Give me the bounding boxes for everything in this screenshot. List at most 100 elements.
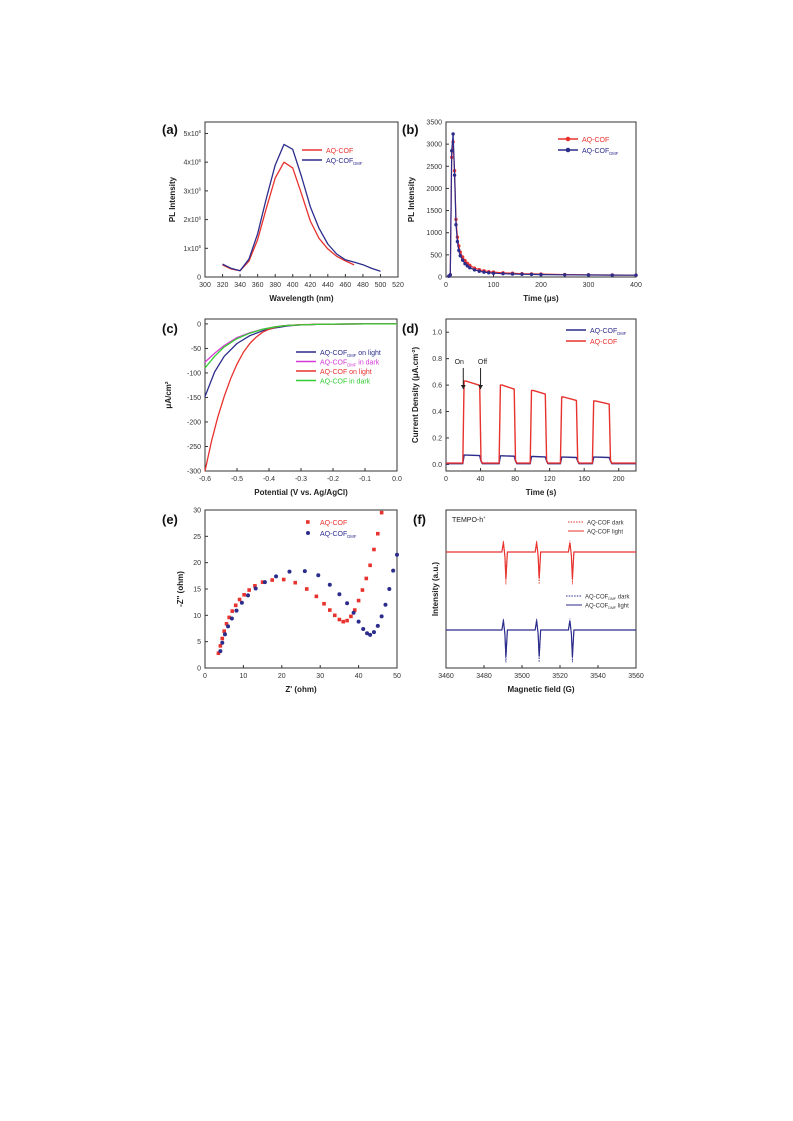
data-point xyxy=(452,173,457,177)
x-tick-label-b: 100 xyxy=(488,282,500,289)
series-line-0 xyxy=(448,141,637,277)
data-point xyxy=(450,149,454,153)
x-tick-label-d: 80 xyxy=(511,476,519,483)
series-line-1 xyxy=(448,133,637,277)
data-point-circle xyxy=(375,623,380,628)
series-line-0 xyxy=(222,161,355,272)
x-tick-label-a: 480 xyxy=(357,282,369,289)
x-tick-label-d: 120 xyxy=(544,476,556,483)
data-point xyxy=(468,266,472,270)
data-point-circle xyxy=(239,600,244,605)
x-tick-label-c: -0.6 xyxy=(199,476,211,483)
legend-marker xyxy=(306,520,310,524)
y-tick-label-c: 0 xyxy=(197,321,201,328)
data-point-square xyxy=(304,587,309,591)
y-tick-label-e: 25 xyxy=(193,534,201,541)
data-point-circle xyxy=(229,616,234,621)
data-point-square xyxy=(224,621,229,626)
data-point xyxy=(520,272,524,276)
legend-label: AQ-COFDMF xyxy=(582,148,619,156)
data-point xyxy=(634,273,638,277)
legend-label: AQ-COF dark xyxy=(587,521,625,527)
data-point-square xyxy=(260,580,265,584)
data-point xyxy=(586,273,591,277)
data-point-square xyxy=(218,644,223,648)
series-line-3 xyxy=(204,323,397,369)
data-point xyxy=(448,273,452,277)
x-tick-label-f: 3500 xyxy=(514,673,530,680)
y-tick-label-e: 0 xyxy=(197,666,201,673)
panel-label-b: (b) xyxy=(402,122,419,137)
panel-c: (c) -0.6 -0.5 -0.4 -0.3 -0.2 -0.1 0.0 -300 -250 -2… xyxy=(162,318,402,497)
y-tick-label-d: 0.0 xyxy=(432,462,442,469)
legend-label: AQ-COFDMF xyxy=(320,531,357,539)
data-point-circle xyxy=(361,627,366,632)
x-tick-label-e: 40 xyxy=(355,673,363,680)
panel-d: (d) 0 40 80 120 160 200 0.0 0.2 0.4 0.6 0.8 1.0 On Off… xyxy=(402,318,637,497)
epr-trace-2 xyxy=(446,618,636,663)
x-axis-label: Magnetic field (G) xyxy=(507,685,574,694)
x-tick-label-a: 440 xyxy=(322,282,334,289)
x-axis-label: Time (s) xyxy=(526,488,557,497)
y-tick-label-c: -100 xyxy=(187,370,201,377)
x-tick-label-f: 3560 xyxy=(628,673,644,680)
x-tick-label-a: 520 xyxy=(392,282,404,289)
x-tick-label-b: 200 xyxy=(535,282,547,289)
y-tick-label-a: 1x106 xyxy=(183,244,201,253)
data-point-circle xyxy=(316,573,321,578)
data-point-square xyxy=(379,510,384,515)
data-point xyxy=(477,269,481,273)
x-axis-label: Z' (ohm) xyxy=(285,685,317,694)
x-tick-label-d: 160 xyxy=(578,476,590,483)
x-tick-label-a: 360 xyxy=(252,282,264,289)
y-tick-label-c: -50 xyxy=(191,346,201,353)
y-tick-label-e: 15 xyxy=(193,587,201,594)
x-axis-label: Time (μs) xyxy=(523,294,559,303)
x-tick-label-f: 3520 xyxy=(552,673,568,680)
panel-label-d: (d) xyxy=(402,321,419,336)
y-tick-label-c: -200 xyxy=(187,419,201,426)
y-tick-label-b: 3000 xyxy=(426,142,442,149)
data-point-square xyxy=(220,636,225,641)
y-axis-label: Intensity (a.u.) xyxy=(431,562,440,617)
data-point-square xyxy=(337,617,342,622)
legend-label: AQ-COFDMF dark xyxy=(585,595,630,602)
data-point-circle xyxy=(345,601,350,606)
data-point-circle xyxy=(234,608,239,613)
y-tick-label-a: 3x106 xyxy=(183,187,201,196)
x-tick-label-d: 0 xyxy=(444,476,448,483)
data-point-square xyxy=(314,594,319,599)
y-axis-label: PL Intensity xyxy=(168,176,177,222)
x-tick-label-a: 340 xyxy=(234,282,246,289)
data-point-circle xyxy=(327,582,332,587)
x-tick-label-e: 30 xyxy=(316,673,324,680)
x-tick-label-f: 3480 xyxy=(476,673,492,680)
legend-label: AQ-COF xyxy=(320,520,347,527)
panel-a: (a) 300 320 340 360 380 400 420 440 460 480 500 520 0… xyxy=(162,121,404,303)
x-tick-label-c: -0.1 xyxy=(359,476,371,483)
data-point-square xyxy=(270,578,274,582)
data-point-square xyxy=(237,597,242,602)
epr-trace-0 xyxy=(446,540,636,585)
data-point-circle xyxy=(395,552,399,557)
x-tick-label-a: 460 xyxy=(340,282,352,289)
data-point-square xyxy=(360,588,365,592)
x-tick-label-f: 3540 xyxy=(590,673,606,680)
legend-marker xyxy=(565,147,571,153)
legend-label: AQ-COFDMF xyxy=(590,328,627,336)
x-tick-label-c: -0.3 xyxy=(295,476,307,483)
panel-label-c: (c) xyxy=(162,321,178,336)
data-point-circle xyxy=(351,610,356,615)
data-point-square xyxy=(216,651,221,656)
y-tick-label-d: 0.8 xyxy=(432,356,442,363)
annotation-off: Off xyxy=(478,359,487,366)
data-point-square xyxy=(293,580,298,585)
data-point xyxy=(472,268,477,272)
data-point-square xyxy=(328,608,332,612)
x-tick-label-a: 300 xyxy=(199,282,211,289)
panel-e: (e) 0 10 20 30 40 50 0 5 10 15 20 25 30 Z' (ohm) -Z'' (… xyxy=(162,508,401,695)
x-tick-label-b: 300 xyxy=(583,282,595,289)
legend-label: AQ-COFDMF xyxy=(326,158,363,166)
panel-label-f: (f) xyxy=(413,512,426,527)
